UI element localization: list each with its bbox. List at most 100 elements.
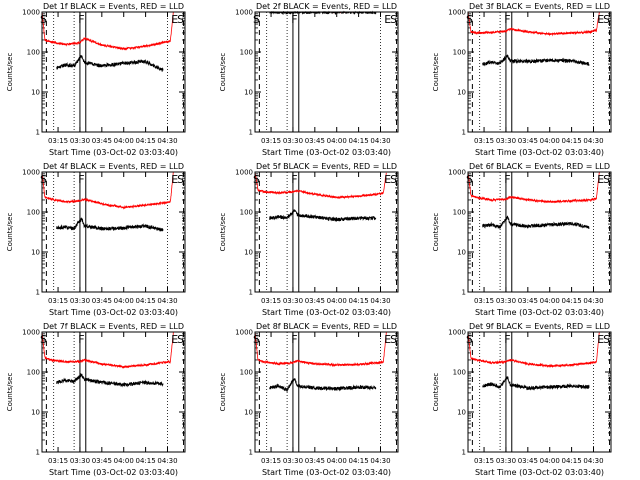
y-tick-label: 100 — [240, 209, 253, 217]
x-tick-label: 03:15 — [261, 137, 281, 145]
x-tick-label: 03:30 — [70, 137, 90, 145]
time-marker-label: E — [384, 13, 391, 26]
time-marker-label: F — [291, 173, 297, 186]
x-tick-label: 04:15 — [349, 137, 369, 145]
y-tick-label: 100 — [453, 369, 466, 377]
x-tick-label: 04:00 — [540, 457, 560, 465]
y-tick-label: 10 — [244, 89, 253, 97]
y-axis-label: Counts/sec — [219, 53, 227, 92]
x-tick-label: 03:15 — [48, 137, 68, 145]
time-marker-label: F — [78, 333, 84, 346]
x-tick-label: 03:30 — [283, 297, 303, 305]
time-marker-label: S — [177, 333, 184, 346]
y-tick-label: 100 — [27, 209, 40, 217]
y-tick-label: 100 — [27, 369, 40, 377]
events-rate-line — [482, 215, 590, 230]
detector-panel: Det 8f BLACK = Events, RED = LLD Counts/s… — [219, 322, 399, 477]
x-tick-label: 03:45 — [305, 137, 325, 145]
panel-title: Det 2f BLACK = Events, RED = LLD — [256, 2, 397, 11]
detector-panel: Det 5f BLACK = Events, RED = LLD Counts/s… — [219, 162, 399, 317]
x-tick-label: 03:30 — [283, 137, 303, 145]
x-tick-label: 04:15 — [136, 137, 156, 145]
x-tick-label: 04:00 — [114, 457, 134, 465]
detector-panel: Det 4f BLACK = Events, RED = LLD Counts/s… — [6, 162, 186, 317]
panel-title: Det 9f BLACK = Events, RED = LLD — [469, 322, 610, 331]
x-tick-label: 03:30 — [70, 457, 90, 465]
y-tick-label: 100 — [27, 49, 40, 57]
y-tick-label: 1000 — [448, 9, 466, 17]
x-tick-label: 03:15 — [48, 297, 68, 305]
x-tick-label: 03:15 — [261, 297, 281, 305]
x-tick-label: 03:45 — [518, 457, 538, 465]
detector-panel: Det 2f BLACK = Events, RED = LLD Counts/s… — [219, 2, 399, 157]
x-tick-label: 03:30 — [283, 457, 303, 465]
y-tick-label: 1000 — [235, 169, 253, 177]
x-tick-label: 04:00 — [327, 457, 347, 465]
x-tick-label: 03:45 — [518, 297, 538, 305]
time-marker-label: S — [390, 13, 397, 26]
lld-rate-line — [467, 172, 600, 204]
x-tick-label: 04:30 — [157, 137, 177, 145]
x-tick-label: 03:45 — [518, 137, 538, 145]
x-tick-label: 04:15 — [349, 297, 369, 305]
x-tick-label: 04:30 — [370, 137, 390, 145]
x-tick-label: 04:30 — [583, 297, 603, 305]
lld-rate-line — [467, 11, 600, 37]
x-axis-label: Start Time (03-Oct-02 03:03:40) — [49, 468, 178, 477]
x-axis-label: Start Time (03-Oct-02 03:03:40) — [49, 308, 178, 317]
y-axis-label: Counts/sec — [432, 213, 440, 252]
y-tick-label: 1000 — [22, 329, 40, 337]
x-tick-label: 03:45 — [305, 457, 325, 465]
lld-rate-line — [467, 332, 600, 368]
plot-frame — [41, 331, 186, 453]
x-tick-label: 04:00 — [540, 137, 560, 145]
y-axis-label: Counts/sec — [432, 53, 440, 92]
x-tick-label: 03:30 — [70, 297, 90, 305]
y-tick-label: 1 — [462, 129, 466, 137]
y-tick-label: 1000 — [22, 169, 40, 177]
panel-title: Det 6f BLACK = Events, RED = LLD — [469, 162, 610, 171]
lld-rate-line — [254, 331, 387, 368]
x-tick-label: 04:30 — [157, 457, 177, 465]
y-tick-label: 10 — [457, 409, 466, 417]
y-tick-label: 10 — [31, 89, 40, 97]
time-marker-label: F — [291, 13, 297, 26]
y-tick-label: 1 — [36, 129, 40, 137]
plot-frame — [41, 11, 186, 133]
y-axis-label: Counts/sec — [6, 373, 14, 412]
x-tick-label: 03:15 — [261, 457, 281, 465]
time-marker-label: S — [390, 333, 397, 346]
x-axis-label: Start Time (03-Oct-02 03:03:40) — [262, 468, 391, 477]
time-marker-label: S — [253, 333, 260, 346]
time-marker-label: S — [177, 13, 184, 26]
x-axis-label: Start Time (03-Oct-02 03:03:40) — [262, 308, 391, 317]
time-marker-label: E — [384, 173, 391, 186]
plot-frame — [254, 171, 399, 293]
time-marker-label: E — [597, 333, 604, 346]
events-rate-line — [269, 209, 377, 223]
y-tick-label: 1000 — [448, 329, 466, 337]
y-tick-label: 10 — [31, 409, 40, 417]
y-tick-label: 100 — [453, 209, 466, 217]
plot-frame — [467, 331, 612, 453]
events-rate-line — [56, 55, 164, 72]
lld-rate-line — [41, 171, 174, 210]
time-marker-label: F — [504, 173, 510, 186]
x-tick-label: 04:15 — [562, 297, 582, 305]
y-tick-label: 10 — [244, 409, 253, 417]
lld-rate-line — [254, 171, 387, 200]
lld-rate-line — [41, 11, 174, 51]
time-marker-label: S — [390, 173, 397, 186]
y-tick-label: 1 — [249, 289, 253, 297]
plot-frame — [467, 171, 612, 293]
x-tick-label: 04:00 — [114, 137, 134, 145]
events-rate-line — [56, 217, 164, 232]
x-tick-label: 03:15 — [474, 297, 494, 305]
plot-frame — [254, 331, 399, 453]
x-tick-label: 03:45 — [92, 137, 112, 145]
events-rate-line — [56, 373, 164, 388]
y-tick-label: 10 — [244, 249, 253, 257]
time-marker-label: F — [291, 333, 297, 346]
x-tick-label: 04:30 — [370, 297, 390, 305]
